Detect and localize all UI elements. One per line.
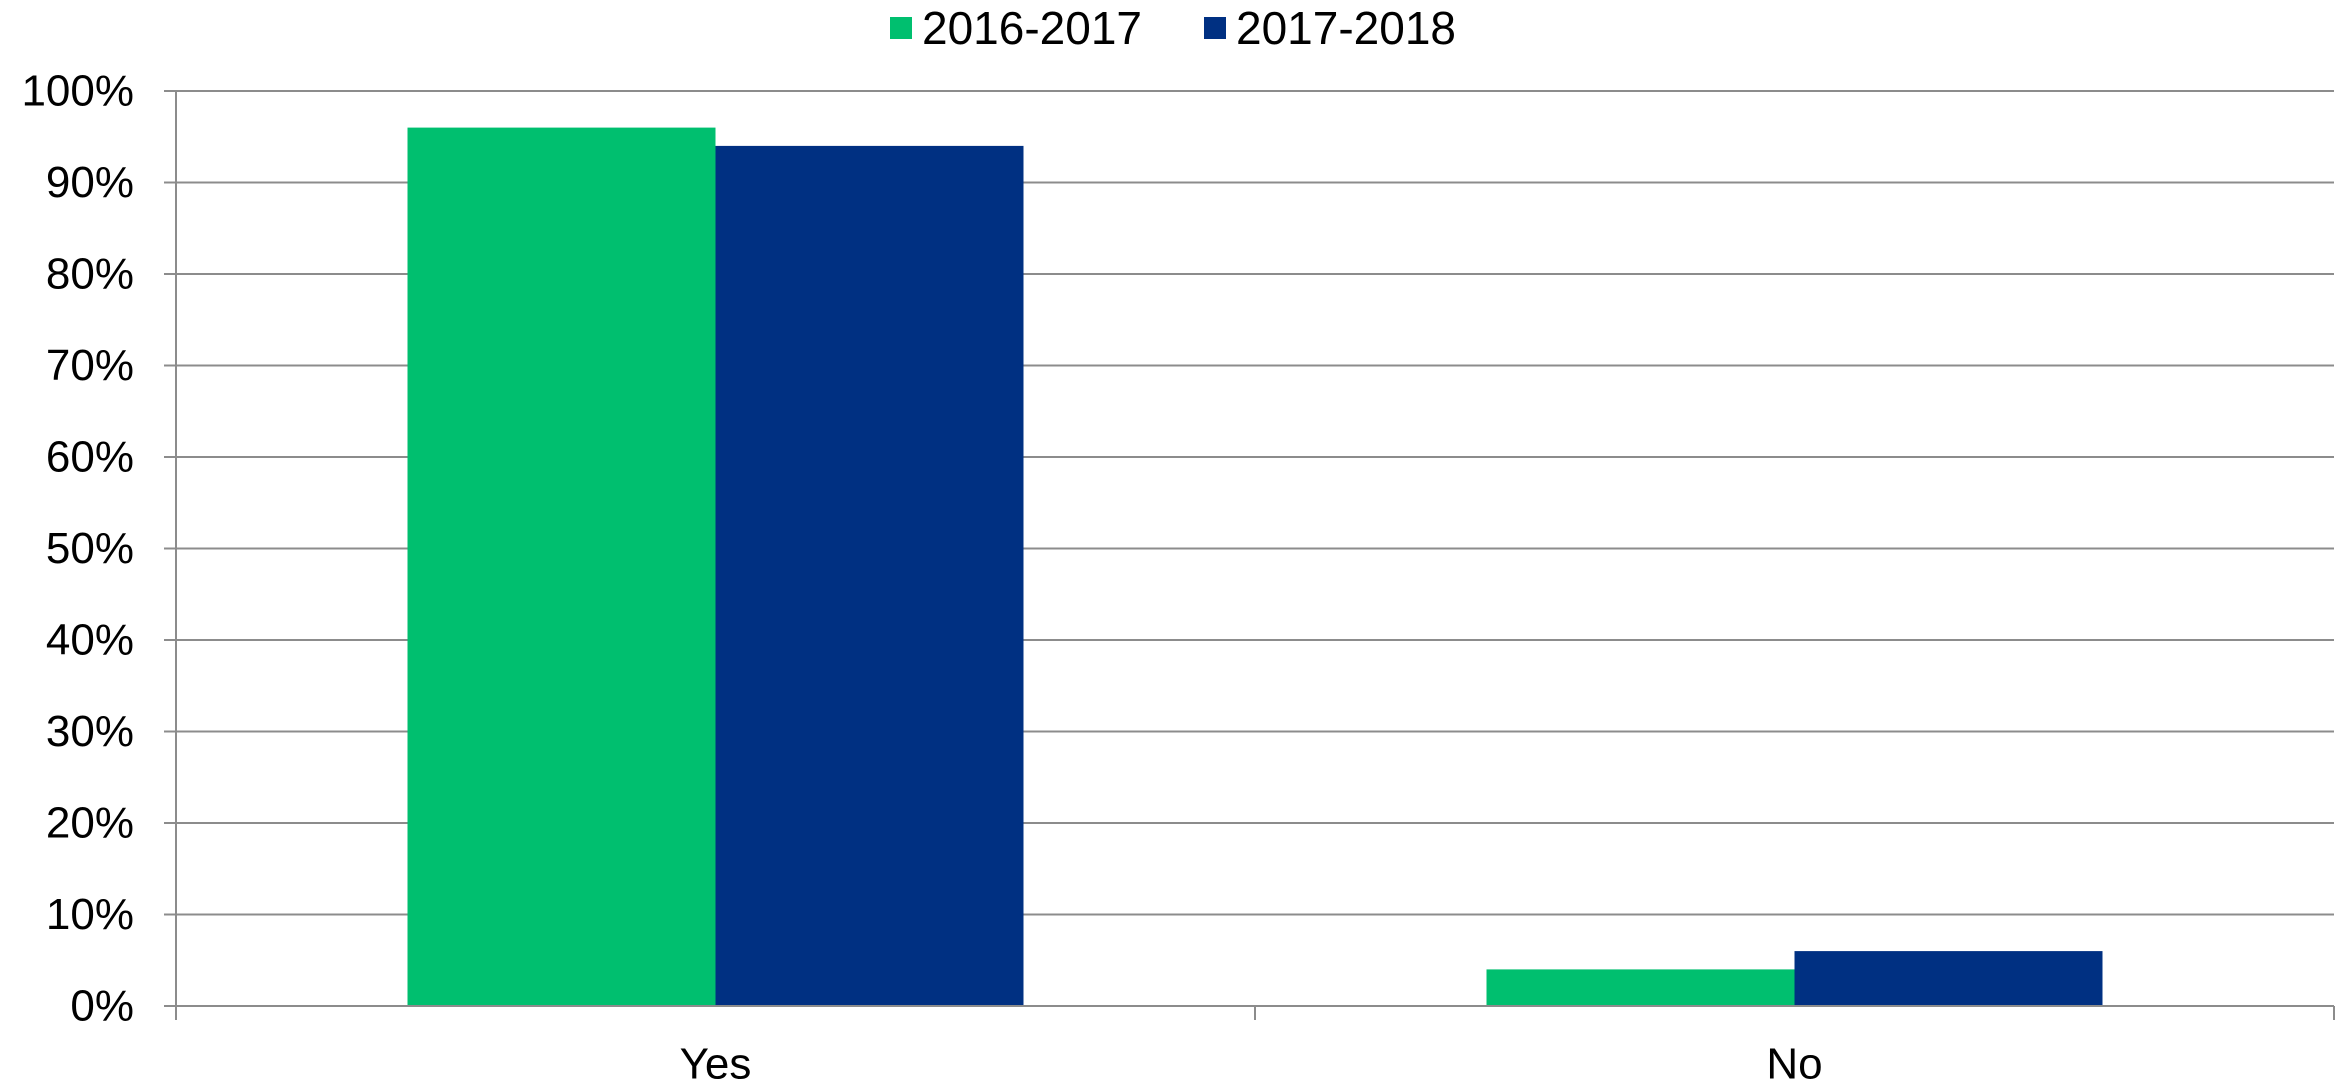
y-tick-label: 30% xyxy=(46,707,134,756)
y-axis-tick-labels: 0% 10% 20% 30% 40% 50% 60% 70% 80% 90% 100% xyxy=(21,67,134,1031)
axes xyxy=(164,90,2335,1020)
bar-2016-2017-Yes xyxy=(407,127,716,1007)
legend-item-2017-2018: 2017-2018 xyxy=(1204,1,1456,55)
y-tick-label: 80% xyxy=(46,250,134,299)
legend-label-2017-2018: 2017-2018 xyxy=(1236,2,1456,54)
y-tick-label: 70% xyxy=(46,341,134,390)
bars xyxy=(407,127,2103,1007)
y-tick-label: 50% xyxy=(46,524,134,573)
y-tick-label: 0% xyxy=(70,982,134,1031)
y-tick-label: 60% xyxy=(46,433,134,482)
bar-2016-2017-No xyxy=(1486,969,1795,1006)
x-tick-label: Yes xyxy=(680,1040,752,1084)
x-tick-label: No xyxy=(1766,1040,1822,1084)
legend-label-2016-2017: 2016-2017 xyxy=(922,2,1142,54)
y-tick-label: 40% xyxy=(46,616,134,665)
legend-item-2016-2017: 2016-2017 xyxy=(890,1,1142,55)
y-tick-label: 10% xyxy=(46,890,134,939)
chart-legend: 2016-2017 2017-2018 xyxy=(0,0,2346,56)
legend-swatch-2016-2017 xyxy=(890,17,913,39)
bar-2017-2018-No xyxy=(1794,951,2103,1006)
x-axis-tick-labels: Yes No xyxy=(680,1040,1823,1084)
bar-2017-2018-Yes xyxy=(715,145,1024,1006)
y-tick-label: 100% xyxy=(21,67,134,116)
legend-swatch-2017-2018 xyxy=(1204,17,1226,39)
y-tick-label: 20% xyxy=(46,799,134,848)
y-tick-label: 90% xyxy=(46,158,134,207)
